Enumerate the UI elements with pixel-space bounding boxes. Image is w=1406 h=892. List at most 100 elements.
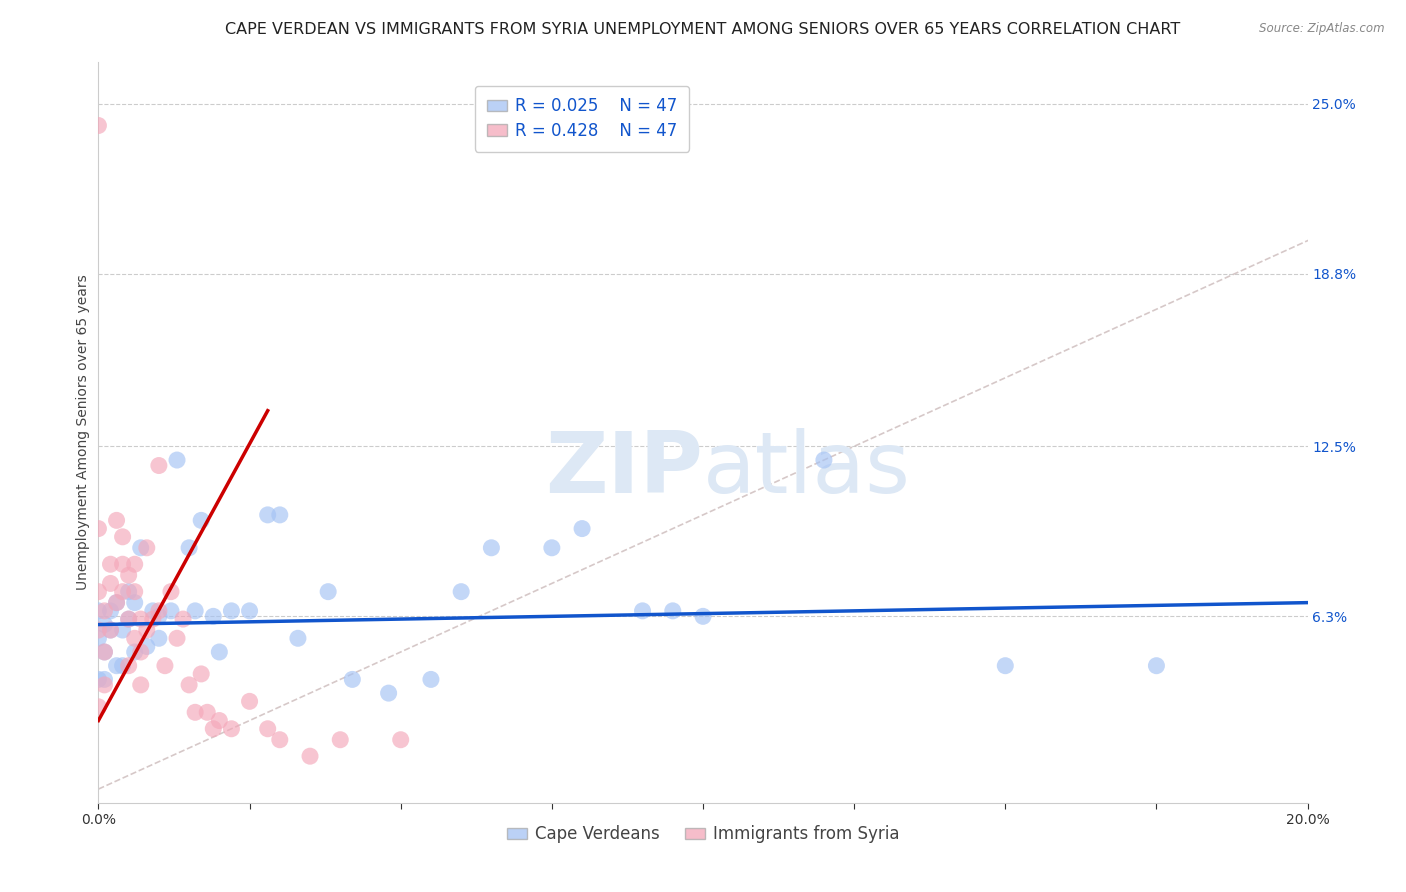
Point	[172, 612, 194, 626]
Point	[105, 596, 128, 610]
Point	[377, 686, 399, 700]
Point	[93, 645, 115, 659]
Point	[135, 541, 157, 555]
Point	[692, 609, 714, 624]
Point	[87, 119, 110, 133]
Text: ZIP: ZIP	[546, 428, 703, 511]
Point	[208, 645, 231, 659]
Point	[299, 749, 322, 764]
Point	[124, 558, 146, 572]
Point	[329, 732, 352, 747]
Point	[160, 604, 183, 618]
Legend: R = 0.025    N = 47, R = 0.428    N = 47: R = 0.025 N = 47, R = 0.428 N = 47	[475, 86, 689, 152]
Point	[124, 632, 146, 646]
Point	[287, 632, 309, 646]
Point	[93, 617, 115, 632]
Point	[111, 530, 134, 544]
Point	[124, 596, 146, 610]
Point	[105, 513, 128, 527]
Point	[135, 623, 157, 637]
Point	[118, 584, 141, 599]
Point	[160, 584, 183, 599]
Point	[111, 658, 134, 673]
Point	[184, 706, 207, 720]
Point	[129, 645, 152, 659]
Point	[994, 658, 1017, 673]
Point	[87, 604, 110, 618]
Point	[269, 732, 291, 747]
Point	[389, 732, 412, 747]
Point	[256, 722, 278, 736]
Point	[420, 673, 443, 687]
Point	[93, 604, 115, 618]
Point	[129, 541, 152, 555]
Point	[135, 640, 157, 654]
Point	[87, 673, 110, 687]
Point	[100, 623, 122, 637]
Text: atlas: atlas	[703, 428, 911, 511]
Point	[142, 612, 165, 626]
Point	[190, 667, 212, 681]
Point	[129, 678, 152, 692]
Point	[202, 722, 225, 736]
Point	[813, 453, 835, 467]
Point	[105, 658, 128, 673]
Point	[100, 558, 122, 572]
Point	[100, 604, 122, 618]
Point	[111, 558, 134, 572]
Point	[124, 645, 146, 659]
Text: CAPE VERDEAN VS IMMIGRANTS FROM SYRIA UNEMPLOYMENT AMONG SENIORS OVER 65 YEARS C: CAPE VERDEAN VS IMMIGRANTS FROM SYRIA UN…	[225, 22, 1181, 37]
Point	[166, 632, 188, 646]
Point	[153, 658, 176, 673]
Point	[87, 699, 110, 714]
Point	[316, 584, 339, 599]
Point	[166, 453, 188, 467]
Point	[105, 596, 128, 610]
Point	[118, 612, 141, 626]
Point	[118, 612, 141, 626]
Point	[1144, 658, 1167, 673]
Point	[269, 508, 291, 522]
Point	[124, 584, 146, 599]
Point	[179, 541, 201, 555]
Point	[100, 576, 122, 591]
Point	[118, 658, 141, 673]
Point	[190, 513, 212, 527]
Point	[342, 673, 364, 687]
Y-axis label: Unemployment Among Seniors over 65 years: Unemployment Among Seniors over 65 years	[76, 275, 90, 591]
Point	[631, 604, 654, 618]
Point	[202, 609, 225, 624]
Point	[148, 604, 170, 618]
Point	[87, 632, 110, 646]
Point	[93, 673, 115, 687]
Point	[256, 508, 278, 522]
Text: Source: ZipAtlas.com: Source: ZipAtlas.com	[1260, 22, 1385, 36]
Point	[111, 623, 134, 637]
Point	[129, 612, 152, 626]
Point	[148, 632, 170, 646]
Point	[184, 604, 207, 618]
Point	[100, 623, 122, 637]
Point	[148, 458, 170, 473]
Point	[661, 604, 683, 618]
Point	[239, 604, 262, 618]
Point	[195, 706, 218, 720]
Point	[87, 623, 110, 637]
Point	[142, 604, 165, 618]
Point	[221, 722, 243, 736]
Point	[221, 604, 243, 618]
Point	[111, 584, 134, 599]
Point	[87, 522, 110, 536]
Point	[93, 645, 115, 659]
Point	[208, 714, 231, 728]
Point	[87, 584, 110, 599]
Point	[481, 541, 503, 555]
Point	[450, 584, 472, 599]
Point	[540, 541, 562, 555]
Point	[118, 568, 141, 582]
Point	[239, 694, 262, 708]
Point	[571, 522, 593, 536]
Point	[93, 678, 115, 692]
Point	[179, 678, 201, 692]
Point	[148, 609, 170, 624]
